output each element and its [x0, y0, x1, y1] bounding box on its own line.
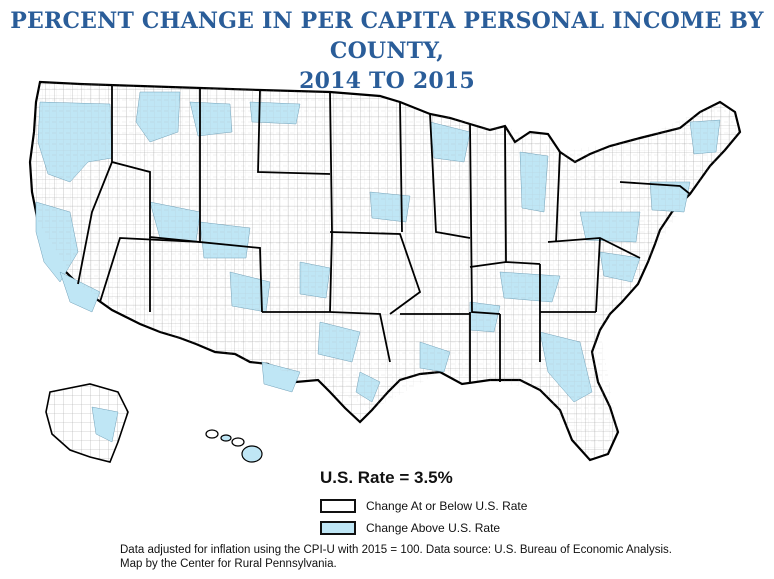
map-title-line1: Percent Change in Per Capita Personal In…	[10, 8, 764, 64]
legend-item-above: Change Above U.S. Rate	[320, 517, 527, 539]
map-title-line2: 2014 to 2015	[299, 68, 475, 94]
source-line1: Data adjusted for inflation using the CP…	[120, 544, 672, 556]
source-line2: Map by the Center for Rural Pennsylvania…	[120, 558, 337, 570]
us-county-map	[0, 62, 774, 482]
alaska	[45, 383, 129, 463]
state-borders	[77, 86, 691, 382]
legend: Change At or Below U.S. Rate Change Abov…	[320, 495, 527, 539]
legend-swatch-above	[320, 521, 356, 535]
legend-swatch-below	[320, 499, 356, 513]
hawaii	[205, 429, 263, 463]
county-texture	[36, 82, 740, 460]
map-title: Percent Change in Per Capita Personal In…	[0, 6, 774, 96]
legend-label-below: Change At or Below U.S. Rate	[366, 499, 528, 513]
source-note: Data adjusted for inflation using the CP…	[120, 543, 672, 571]
map-svg	[28, 80, 742, 463]
legend-label-above: Change Above U.S. Rate	[366, 521, 501, 535]
us-rate-label: U.S. Rate = 3.5%	[320, 468, 453, 487]
legend-item-below: Change At or Below U.S. Rate	[320, 495, 527, 517]
